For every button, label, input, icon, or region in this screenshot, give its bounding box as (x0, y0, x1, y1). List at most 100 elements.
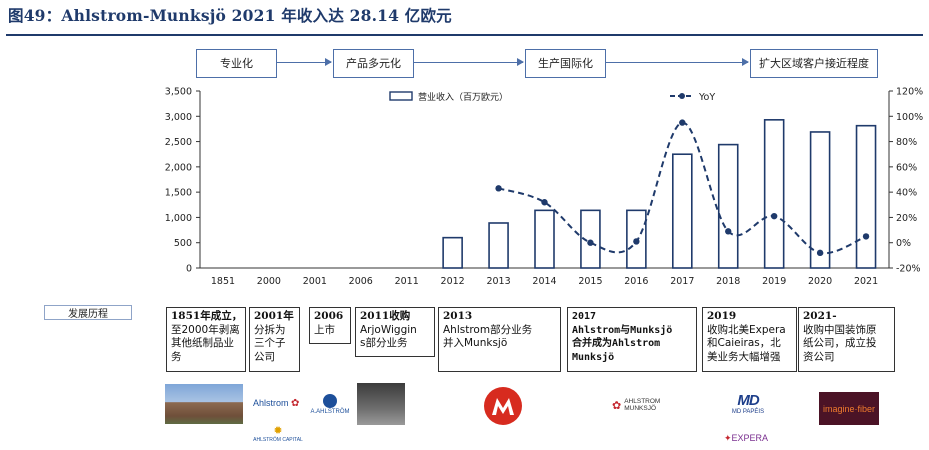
imagine-fiber-logo-text: imagine·fiber (822, 403, 876, 414)
history-box: 2019 收购北美Expera 和Caieiras，北 美业务大幅增强 (702, 307, 797, 372)
history-text: Ahlstrom与Munksjö (572, 324, 673, 336)
history-year: 2011收购 (360, 310, 411, 322)
figure-title: 图49：Ahlstrom-Munksjö 2021 年收入达 28.14 亿欧元 (8, 6, 452, 25)
history-text: 美业务大幅增强 (707, 350, 781, 363)
yoy-point (495, 185, 502, 192)
history-box: 2011收购 ArjoWiggin s部分业务 (355, 307, 435, 357)
legend-line-marker (679, 93, 685, 99)
y-tick-label-left: 500 (174, 238, 192, 249)
yoy-point (587, 239, 594, 246)
revenue-bar (809, 131, 831, 269)
history-text: 收购中国装饰原 (803, 323, 877, 336)
ahlstrom-munksjo-line2: MUNKSJÖ (624, 405, 656, 412)
stage-regional-proximity: 扩大区域客户接近程度 (750, 49, 878, 78)
history-text: 收购北美Expera (707, 323, 786, 336)
y-tick-label-right: 60% (896, 162, 917, 173)
y-tick-label-left: 2,000 (165, 162, 192, 173)
history-year: 1851年成立， (171, 310, 243, 322)
y-tick-label-left: 0 (186, 264, 192, 275)
x-tick-label: 2015 (578, 276, 602, 287)
legend-bar-swatch (389, 91, 413, 101)
ahlstrom-logo-text: Ahlstrom (253, 398, 289, 408)
yoy-point (633, 238, 640, 245)
stage-specialization: 专业化 (196, 49, 277, 78)
yoy-point (725, 228, 732, 235)
history-year: 2001年 (254, 310, 294, 322)
bar-series (442, 119, 877, 269)
yoy-point (816, 249, 824, 257)
history-text: 分拆为 (254, 323, 286, 336)
stage-internationalization: 生产国际化 (525, 49, 606, 78)
history-text: 其他纸制品业 (171, 337, 234, 349)
history-year: 2021- (803, 310, 837, 322)
legend-line-label: YoY (698, 92, 715, 103)
a-ahlstrom-logo: A.AHLSTRÖM (310, 394, 350, 415)
arjowiggins-photo (357, 383, 405, 425)
y-tick-label-left: 1,500 (165, 188, 192, 199)
history-text: 和Caieiras，北 (707, 337, 781, 349)
x-tick-label: 2021 (854, 276, 878, 287)
yoy-point (679, 119, 686, 126)
revenue-bar (717, 143, 739, 269)
x-tick-label: 2016 (624, 276, 648, 287)
ahlstrom-munksjo-logo: ✿ AHLSTROM MUNKSJÖ (612, 398, 661, 412)
history-text: 资公司 (803, 350, 835, 363)
ahlstrom-capital-logo: ✹ AHLSTRÖM CAPITAL (253, 425, 303, 444)
md-papeis-logo-text: MD PAPÉIS (731, 409, 765, 415)
stage-arrow (606, 58, 749, 66)
y-tick-label-left: 1,000 (165, 213, 192, 224)
x-tick-label: 2013 (486, 276, 510, 287)
revenue-bar (580, 209, 601, 269)
history-box: 2021- 收购中国装饰原 纸公司，成立投 资公司 (798, 307, 895, 372)
title-underline (6, 34, 923, 36)
revenue-bar (671, 153, 693, 269)
ahlstrom-logo: Ahlstrom ✿ (253, 398, 300, 409)
md-papeis-logo: MD MD PAPÉIS (722, 393, 774, 416)
history-text: 至2000年剥离 (171, 323, 240, 336)
legend-bar-label: 营业收入（百万欧元） (418, 91, 508, 103)
history-text: 上市 (314, 323, 335, 336)
x-tick-label: 2001 (303, 276, 327, 287)
imagine-fiber-logo: imagine·fiber (819, 392, 879, 425)
revenue-bar (442, 236, 463, 269)
history-text: 公司 (254, 350, 275, 363)
x-tick-label: 2018 (716, 276, 740, 287)
history-text: 务 (171, 350, 182, 363)
x-tick-label: 2012 (441, 276, 465, 287)
history-label: 发展历程 (44, 305, 132, 320)
x-tick-label: 2011 (395, 276, 419, 287)
yoy-point (541, 199, 548, 206)
expera-logo: ✦EXPERA (724, 433, 769, 443)
x-tick-label: 2019 (762, 276, 786, 287)
y-tick-label-right: 40% (896, 188, 917, 199)
revenue-bar (855, 124, 877, 269)
history-box: 2013 Ahlstrom部分业务 并入Munksjö (438, 307, 561, 372)
y-tick-label-right: 100% (896, 112, 923, 123)
ahlstrom-capital-logo-text: AHLSTRÖM CAPITAL (253, 437, 303, 443)
chart-legend: 营业收入（百万欧元） YoY (389, 91, 715, 103)
history-year: 2006 (314, 310, 344, 322)
x-tick-label: 2020 (808, 276, 832, 287)
revenue-bar (534, 209, 555, 269)
history-text: Munksjö (572, 351, 615, 363)
history-box: 1851年成立， 至2000年剥离 其他纸制品业务 (166, 307, 246, 372)
revenue-bar (763, 119, 785, 269)
history-text: Ahlstrom部分业务 (443, 323, 533, 336)
x-tick-label: 2014 (532, 276, 556, 287)
history-text: s部分业务 (360, 337, 408, 349)
stage-arrow (277, 58, 332, 66)
revenue-chart: 3,500 3,000 2,500 2,000 1,500 1,000 500 0 120% 10… (165, 87, 923, 288)
x-tick-label: 2000 (257, 276, 281, 287)
yoy-point (862, 233, 870, 240)
y-tick-label-right: -20% (896, 264, 921, 275)
history-text: 并入Munksjö (443, 337, 508, 349)
history-text: 合并成为Ahlstrom (572, 338, 661, 349)
y-tick-label-left: 3,000 (165, 112, 192, 123)
history-text: 三个子 (254, 337, 286, 349)
history-year: 2013 (443, 310, 473, 322)
history-year: 2019 (707, 310, 737, 322)
history-text: ArjoWiggin (360, 323, 417, 336)
ahlstrom-munksjo-line1: AHLSTROM (624, 398, 661, 405)
y-tick-label-right: 80% (896, 137, 917, 148)
factory-photo (165, 384, 243, 424)
